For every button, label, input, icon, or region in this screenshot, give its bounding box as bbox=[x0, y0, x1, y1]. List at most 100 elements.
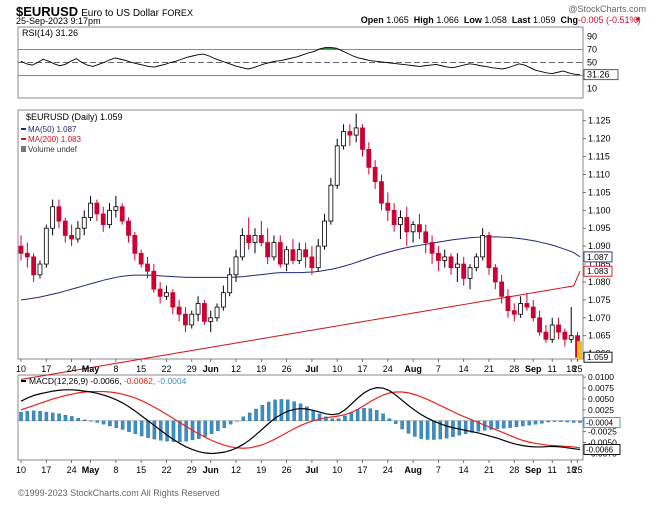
macd-legend-main: MACD(12,26,9) -0.0066, bbox=[29, 376, 124, 386]
price-date-label: 22 bbox=[161, 364, 171, 374]
macd-date-label: 28 bbox=[509, 465, 519, 475]
price-date-label: 28 bbox=[509, 364, 519, 374]
candle-body bbox=[410, 224, 416, 233]
macd-histogram-bar bbox=[165, 420, 169, 442]
candle-body bbox=[43, 227, 49, 265]
macd-histogram-bar bbox=[133, 420, 138, 434]
price-tick-label: 1.115 bbox=[588, 152, 610, 162]
change-label: Chg bbox=[560, 15, 579, 25]
macd-histogram-bar bbox=[292, 401, 296, 421]
candle-body bbox=[562, 331, 568, 340]
price-tick-label: 1.065 bbox=[588, 331, 611, 341]
candle-body bbox=[290, 249, 296, 261]
macd-histogram-bar bbox=[63, 414, 68, 421]
rsi-tick-label: 10 bbox=[587, 84, 597, 94]
macd-histogram-bar bbox=[406, 420, 411, 434]
macd-histogram-bar bbox=[457, 420, 462, 436]
macd-histogram-bar bbox=[273, 399, 277, 421]
macd-histogram-tag bbox=[583, 417, 621, 428]
candle-body bbox=[303, 249, 308, 258]
macd-date-label: 10 bbox=[16, 465, 26, 475]
change-value: -0.005 (-0.51%) bbox=[578, 15, 641, 25]
candle-body bbox=[461, 263, 467, 279]
macd-histogram-bar bbox=[521, 420, 525, 427]
macd-histogram-bar bbox=[222, 420, 227, 428]
macd-date-label: 24 bbox=[383, 465, 393, 475]
macd-histogram-bar bbox=[387, 418, 392, 421]
low-label: Low bbox=[463, 15, 482, 25]
watermark[interactable]: @StockCharts.com bbox=[568, 4, 646, 14]
macd-value-tag bbox=[583, 444, 621, 455]
candle-body bbox=[100, 213, 106, 226]
rsi-tick-label: 50 bbox=[587, 58, 597, 68]
macd-histogram-bar bbox=[413, 420, 417, 437]
candle-body bbox=[537, 317, 542, 333]
candle-body bbox=[385, 202, 391, 211]
rsi-line bbox=[20, 47, 581, 76]
macd-histogram-bar bbox=[197, 420, 201, 439]
candle-body bbox=[429, 242, 435, 254]
macd-histogram-bar bbox=[44, 411, 49, 421]
macd-histogram-bar bbox=[76, 418, 80, 421]
macd-histogram-bar bbox=[152, 420, 157, 440]
candle-body bbox=[366, 149, 372, 168]
price-panel-frame bbox=[17, 109, 584, 360]
macd-date-label: 19 bbox=[256, 465, 266, 475]
candle-body bbox=[176, 306, 182, 315]
macd-histogram-bar bbox=[228, 420, 233, 425]
price-tick-label: 1.110 bbox=[588, 169, 610, 179]
macd-histogram-bar bbox=[146, 420, 150, 438]
price-date-label: Aug bbox=[404, 364, 422, 374]
candle-body bbox=[518, 303, 524, 315]
candle-body bbox=[239, 234, 245, 258]
macd-legend-signal: -0.0062, bbox=[124, 376, 158, 386]
macd-histogram-bar bbox=[241, 416, 246, 421]
macd-histogram-bar bbox=[305, 406, 309, 421]
volume-legend-swatch bbox=[21, 146, 26, 152]
macd-date-label: 21 bbox=[484, 465, 494, 475]
macd-histogram-bar bbox=[470, 420, 474, 433]
macd-histogram-bar bbox=[101, 420, 106, 425]
candle-body bbox=[208, 317, 214, 322]
candle-body bbox=[473, 256, 479, 269]
candle-body bbox=[202, 303, 207, 322]
candle-body bbox=[271, 242, 277, 258]
candle-body bbox=[398, 217, 403, 226]
macd-histogram-bar bbox=[463, 420, 468, 434]
price-date-label: Jul bbox=[305, 364, 318, 374]
macd-date-label: Sep bbox=[525, 465, 542, 475]
macd-histogram-bar bbox=[546, 420, 550, 423]
candle-body bbox=[31, 256, 37, 276]
price-tick-label: 1.105 bbox=[588, 187, 611, 197]
macd-date-label: 7 bbox=[436, 465, 441, 475]
low-value: 1.058 bbox=[484, 15, 507, 25]
candle-body bbox=[277, 242, 283, 265]
macd-histogram-bar bbox=[298, 403, 303, 421]
macd-histogram-bar bbox=[114, 420, 119, 428]
candle-body bbox=[37, 263, 43, 276]
macd-histogram-bar bbox=[444, 420, 449, 439]
macd-histogram-bar bbox=[120, 420, 125, 430]
macd-tick-label: -0.0050 bbox=[588, 438, 617, 448]
candle-body bbox=[24, 252, 30, 258]
macd-histogram-bar bbox=[540, 420, 544, 424]
macd-histogram-bar bbox=[381, 413, 385, 421]
macd-histogram-bar bbox=[451, 420, 455, 438]
price-tick-label: 1.100 bbox=[588, 205, 611, 215]
macd-tick-label: 0.0075 bbox=[588, 383, 614, 393]
last-price-tag bbox=[583, 351, 613, 363]
candle-body bbox=[75, 227, 81, 240]
candle-body bbox=[220, 292, 226, 308]
macd-tick-label: 0.0025 bbox=[588, 405, 614, 415]
macd-histogram-bar bbox=[216, 420, 220, 431]
macd-histogram-bar bbox=[254, 408, 258, 421]
rsi-value-label: 31.26 bbox=[587, 70, 610, 80]
exchange: FOREX bbox=[161, 8, 193, 18]
open-label: Open bbox=[360, 15, 384, 25]
macd-histogram-bar bbox=[489, 420, 493, 430]
rsi-tick-label: 70 bbox=[587, 45, 597, 55]
price-date-label: 17 bbox=[41, 364, 51, 374]
candle-body bbox=[113, 206, 119, 211]
ma50-legend: MA(50) 1.087 bbox=[28, 125, 77, 134]
